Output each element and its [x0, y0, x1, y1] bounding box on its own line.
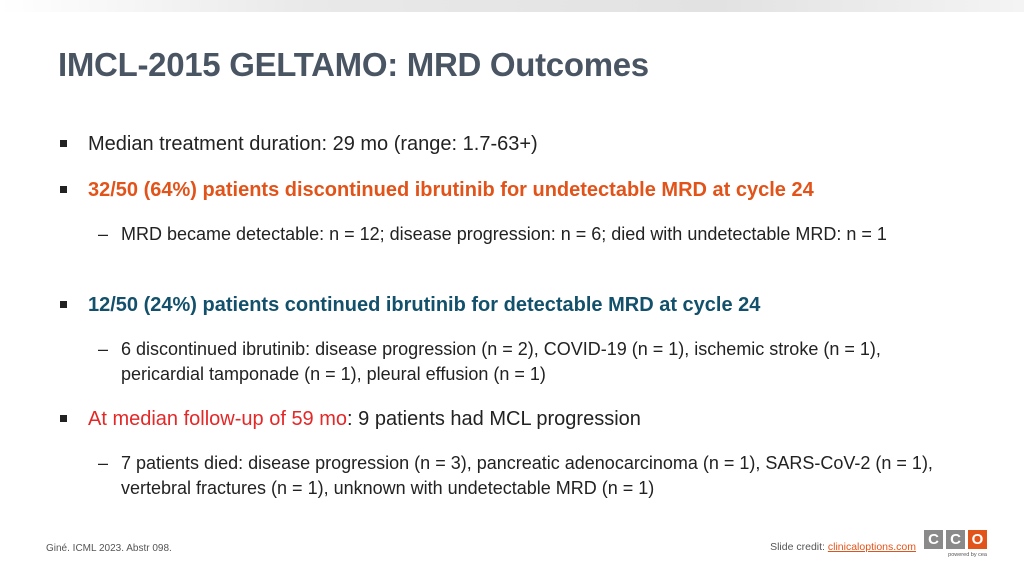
- slide-credit: Slide credit: clinicaloptions.com: [770, 541, 916, 553]
- square-bullet-icon: [60, 415, 67, 422]
- logo-letter-c2: C: [946, 530, 965, 549]
- top-decorative-bar: [0, 0, 1024, 12]
- follow-up-highlight: At median follow-up of 59 mo: [88, 408, 348, 430]
- cco-logo: C C O powered by cea: [924, 530, 987, 558]
- dash-bullet-icon: –: [98, 339, 109, 359]
- logo-letter-o: O: [968, 530, 987, 549]
- square-bullet-icon: [60, 301, 67, 308]
- square-bullet-icon: [60, 140, 67, 147]
- follow-up-rest: : 9 patients had MCL progression: [347, 408, 641, 430]
- logo-tagline: powered by cea: [948, 552, 987, 558]
- clinicaloptions-link[interactable]: clinicaloptions.com: [827, 541, 916, 553]
- citation: Giné. ICML 2023. Abstr 098.: [46, 543, 172, 554]
- logo-letter-c1: C: [924, 530, 943, 549]
- slide-credit-label: Slide credit:: [770, 541, 828, 553]
- dash-bullet-icon: –: [98, 224, 109, 244]
- slide-title: IMCL-2015 GELTAMO: MRD Outcomes: [58, 46, 649, 83]
- dash-bullet-icon: –: [98, 453, 109, 473]
- square-bullet-icon: [60, 186, 67, 193]
